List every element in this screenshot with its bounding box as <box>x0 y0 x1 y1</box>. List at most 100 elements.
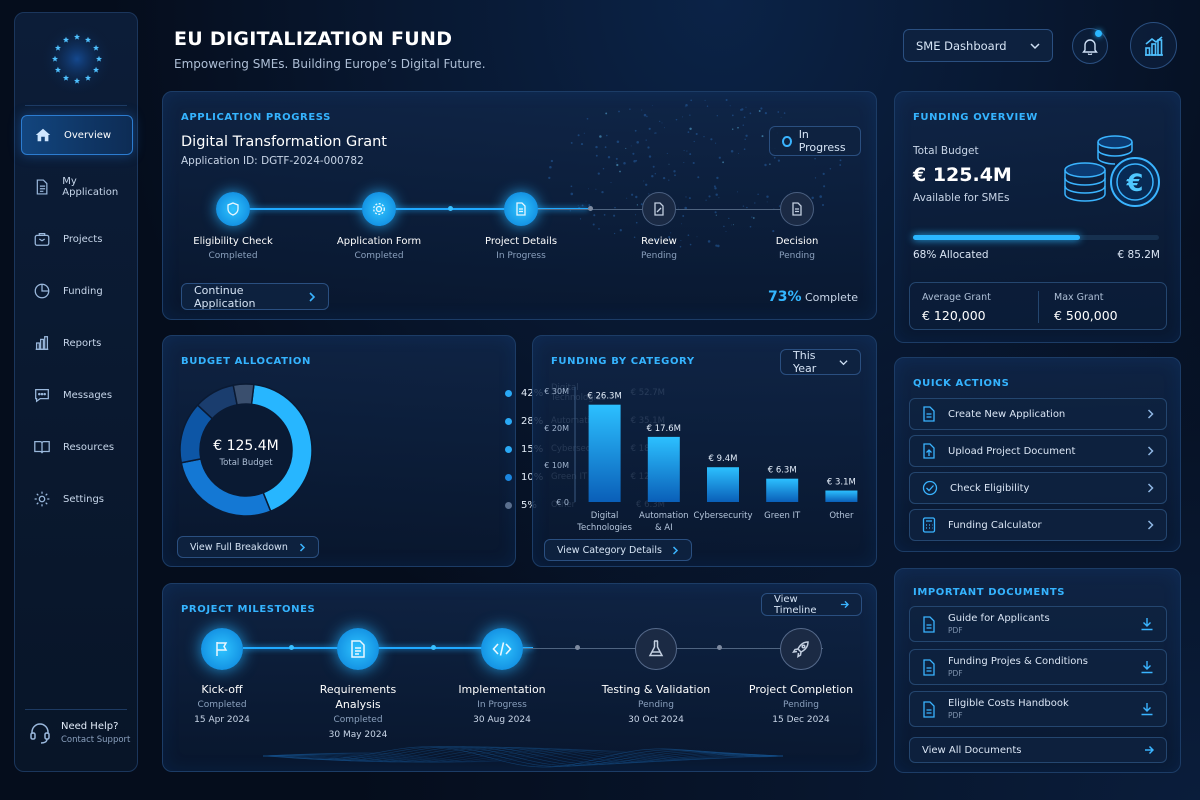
available-label: Available for SMEs <box>913 192 1010 204</box>
app-subtitle: Empowering SMEs. Building Europe’s Digit… <box>174 57 486 71</box>
chevron-right-icon <box>672 545 679 555</box>
bar[interactable] <box>825 490 858 502</box>
section-title: BUDGET ALLOCATION <box>181 356 311 367</box>
funding-calculator-action[interactable]: Funding Calculator <box>909 509 1167 541</box>
coins-euro-icon: € <box>1064 135 1160 207</box>
milestone-label: Testing & Validation <box>601 683 711 696</box>
sidebar-item-projects[interactable]: Projects <box>21 219 133 259</box>
create-application-action[interactable]: Create New Application <box>909 398 1167 430</box>
sidebar-item-resources[interactable]: Resources <box>21 427 133 467</box>
connector-dot <box>588 206 593 211</box>
milestone-kickoff[interactable]: Kick-off Completed 15 Apr 2024 <box>163 628 292 725</box>
star-icon <box>51 55 59 62</box>
milestone-date: 15 Dec 2024 <box>772 715 830 725</box>
milestone-status: Completed <box>333 715 383 725</box>
document-type: PDF <box>948 626 963 635</box>
svg-text:€: € <box>1126 169 1144 197</box>
document-item[interactable]: Guide for Applicants PDF <box>909 606 1167 642</box>
sidebar-item-messages[interactable]: Messages <box>21 375 133 415</box>
help-link[interactable]: Need Help? Contact Support <box>29 721 130 745</box>
view-timeline-label: View Timeline <box>774 593 817 616</box>
step-eligibility[interactable]: Eligibility Check Completed <box>173 192 293 261</box>
dashboard-select-value: SME Dashboard <box>916 38 1007 53</box>
document-icon <box>36 179 48 195</box>
rocket-icon <box>792 641 809 658</box>
step-review[interactable]: Review Pending <box>599 192 719 261</box>
sidebar-item-funding[interactable]: Funding <box>21 271 133 311</box>
milestone-status: Pending <box>638 700 674 710</box>
period-select-value: This Year <box>793 349 817 375</box>
completion-percent: 73% <box>767 289 802 305</box>
bar[interactable] <box>647 436 680 502</box>
document-item[interactable]: Funding Projes & Conditions PDF <box>909 649 1167 685</box>
total-budget-value: € 125.4M <box>913 164 1012 186</box>
sidebar-item-my-application[interactable]: My Application <box>21 167 133 207</box>
funding-bar-chart: € 0 € 10M € 20M € 30M € 26.3M Digital Technolo… <box>544 387 858 533</box>
download-icon[interactable] <box>1140 660 1154 674</box>
milestone-requirements[interactable]: Requirements Analysis Completed 30 May 2… <box>288 628 428 740</box>
step-status: In Progress <box>496 251 546 261</box>
star-icon <box>84 36 92 43</box>
bar[interactable] <box>707 467 739 502</box>
step-status: Pending <box>641 251 677 261</box>
upload-document-icon <box>923 443 935 459</box>
document-icon <box>792 202 802 216</box>
legend-dot <box>505 473 512 481</box>
grant-stats-box: Average Grant € 120,000 Max Grant € 500,… <box>909 282 1167 330</box>
view-full-breakdown-button[interactable]: View Full Breakdown <box>177 536 319 558</box>
step-decision[interactable]: Decision Pending <box>737 192 857 261</box>
completion-text: 73% Complete <box>768 289 858 305</box>
star-icon <box>95 55 103 62</box>
milestone-completion[interactable]: Project Completion Pending 15 Dec 2024 <box>731 628 871 725</box>
donut-slice[interactable] <box>232 383 255 406</box>
flag-icon <box>216 642 228 656</box>
step-label: Review <box>641 236 677 247</box>
dashboard-select[interactable]: SME Dashboard <box>903 29 1053 62</box>
check-eligibility-action[interactable]: Check Eligibility <box>909 472 1167 504</box>
notification-dot <box>1095 30 1102 37</box>
legend-percent: 5% <box>521 499 537 511</box>
period-select[interactable]: This Year <box>780 349 861 375</box>
connector-dot <box>575 645 580 650</box>
notifications-button[interactable] <box>1072 28 1108 64</box>
bar[interactable] <box>588 404 621 502</box>
milestone-testing[interactable]: Testing & Validation Pending 30 Oct 2024 <box>586 628 726 725</box>
chevron-right-icon <box>1147 446 1154 456</box>
view-all-documents-button[interactable]: View All Documents <box>909 737 1167 763</box>
step-application-form[interactable]: Application Form Completed <box>319 192 439 261</box>
sidebar-item-label: Resources <box>63 441 115 453</box>
document-icon <box>923 658 935 676</box>
sidebar-item-settings[interactable]: Settings <box>21 479 133 519</box>
milestone-implementation[interactable]: Implementation In Progress 30 Aug 2024 <box>432 628 572 725</box>
briefcase-icon <box>34 232 50 246</box>
view-timeline-button[interactable]: View Timeline <box>761 593 862 616</box>
x-tick-label: Cybersecurity <box>693 511 752 521</box>
view-breakdown-label: View Full Breakdown <box>190 541 288 553</box>
milestone-date: 30 Aug 2024 <box>473 715 531 725</box>
bar[interactable] <box>766 478 799 502</box>
bar-data-label: € 26.3M <box>587 392 621 402</box>
important-documents-panel: IMPORTANT DOCUMENTS Guide for Applicants… <box>894 568 1181 773</box>
shield-icon <box>227 202 239 216</box>
allocated-value: € 85.2M <box>1117 249 1160 261</box>
star-icon <box>93 44 100 51</box>
status-text: In Progress <box>798 128 846 154</box>
chevron-right-icon <box>1147 483 1154 493</box>
upload-document-action[interactable]: Upload Project Document <box>909 435 1167 467</box>
donut-center-value: € 125.4M <box>213 438 279 454</box>
step-label: Decision <box>775 236 819 247</box>
sidebar: Overview My Application Projects Funding… <box>14 12 138 772</box>
step-status: Completed <box>208 251 258 261</box>
sidebar-item-reports[interactable]: Reports <box>21 323 133 363</box>
view-category-details-button[interactable]: View Category Details <box>544 539 692 561</box>
sidebar-item-overview[interactable]: Overview <box>21 115 133 155</box>
continue-application-button[interactable]: Continue Application <box>181 283 329 310</box>
document-icon <box>516 202 526 216</box>
download-icon[interactable] <box>1140 702 1154 716</box>
connector-dot <box>448 206 453 211</box>
download-icon[interactable] <box>1140 617 1154 631</box>
average-grant-value: € 120,000 <box>922 308 986 323</box>
document-item[interactable]: Eligible Costs Handbook PDF <box>909 691 1167 727</box>
analytics-button[interactable] <box>1130 22 1177 69</box>
step-project-details[interactable]: Project Details In Progress <box>461 192 581 261</box>
